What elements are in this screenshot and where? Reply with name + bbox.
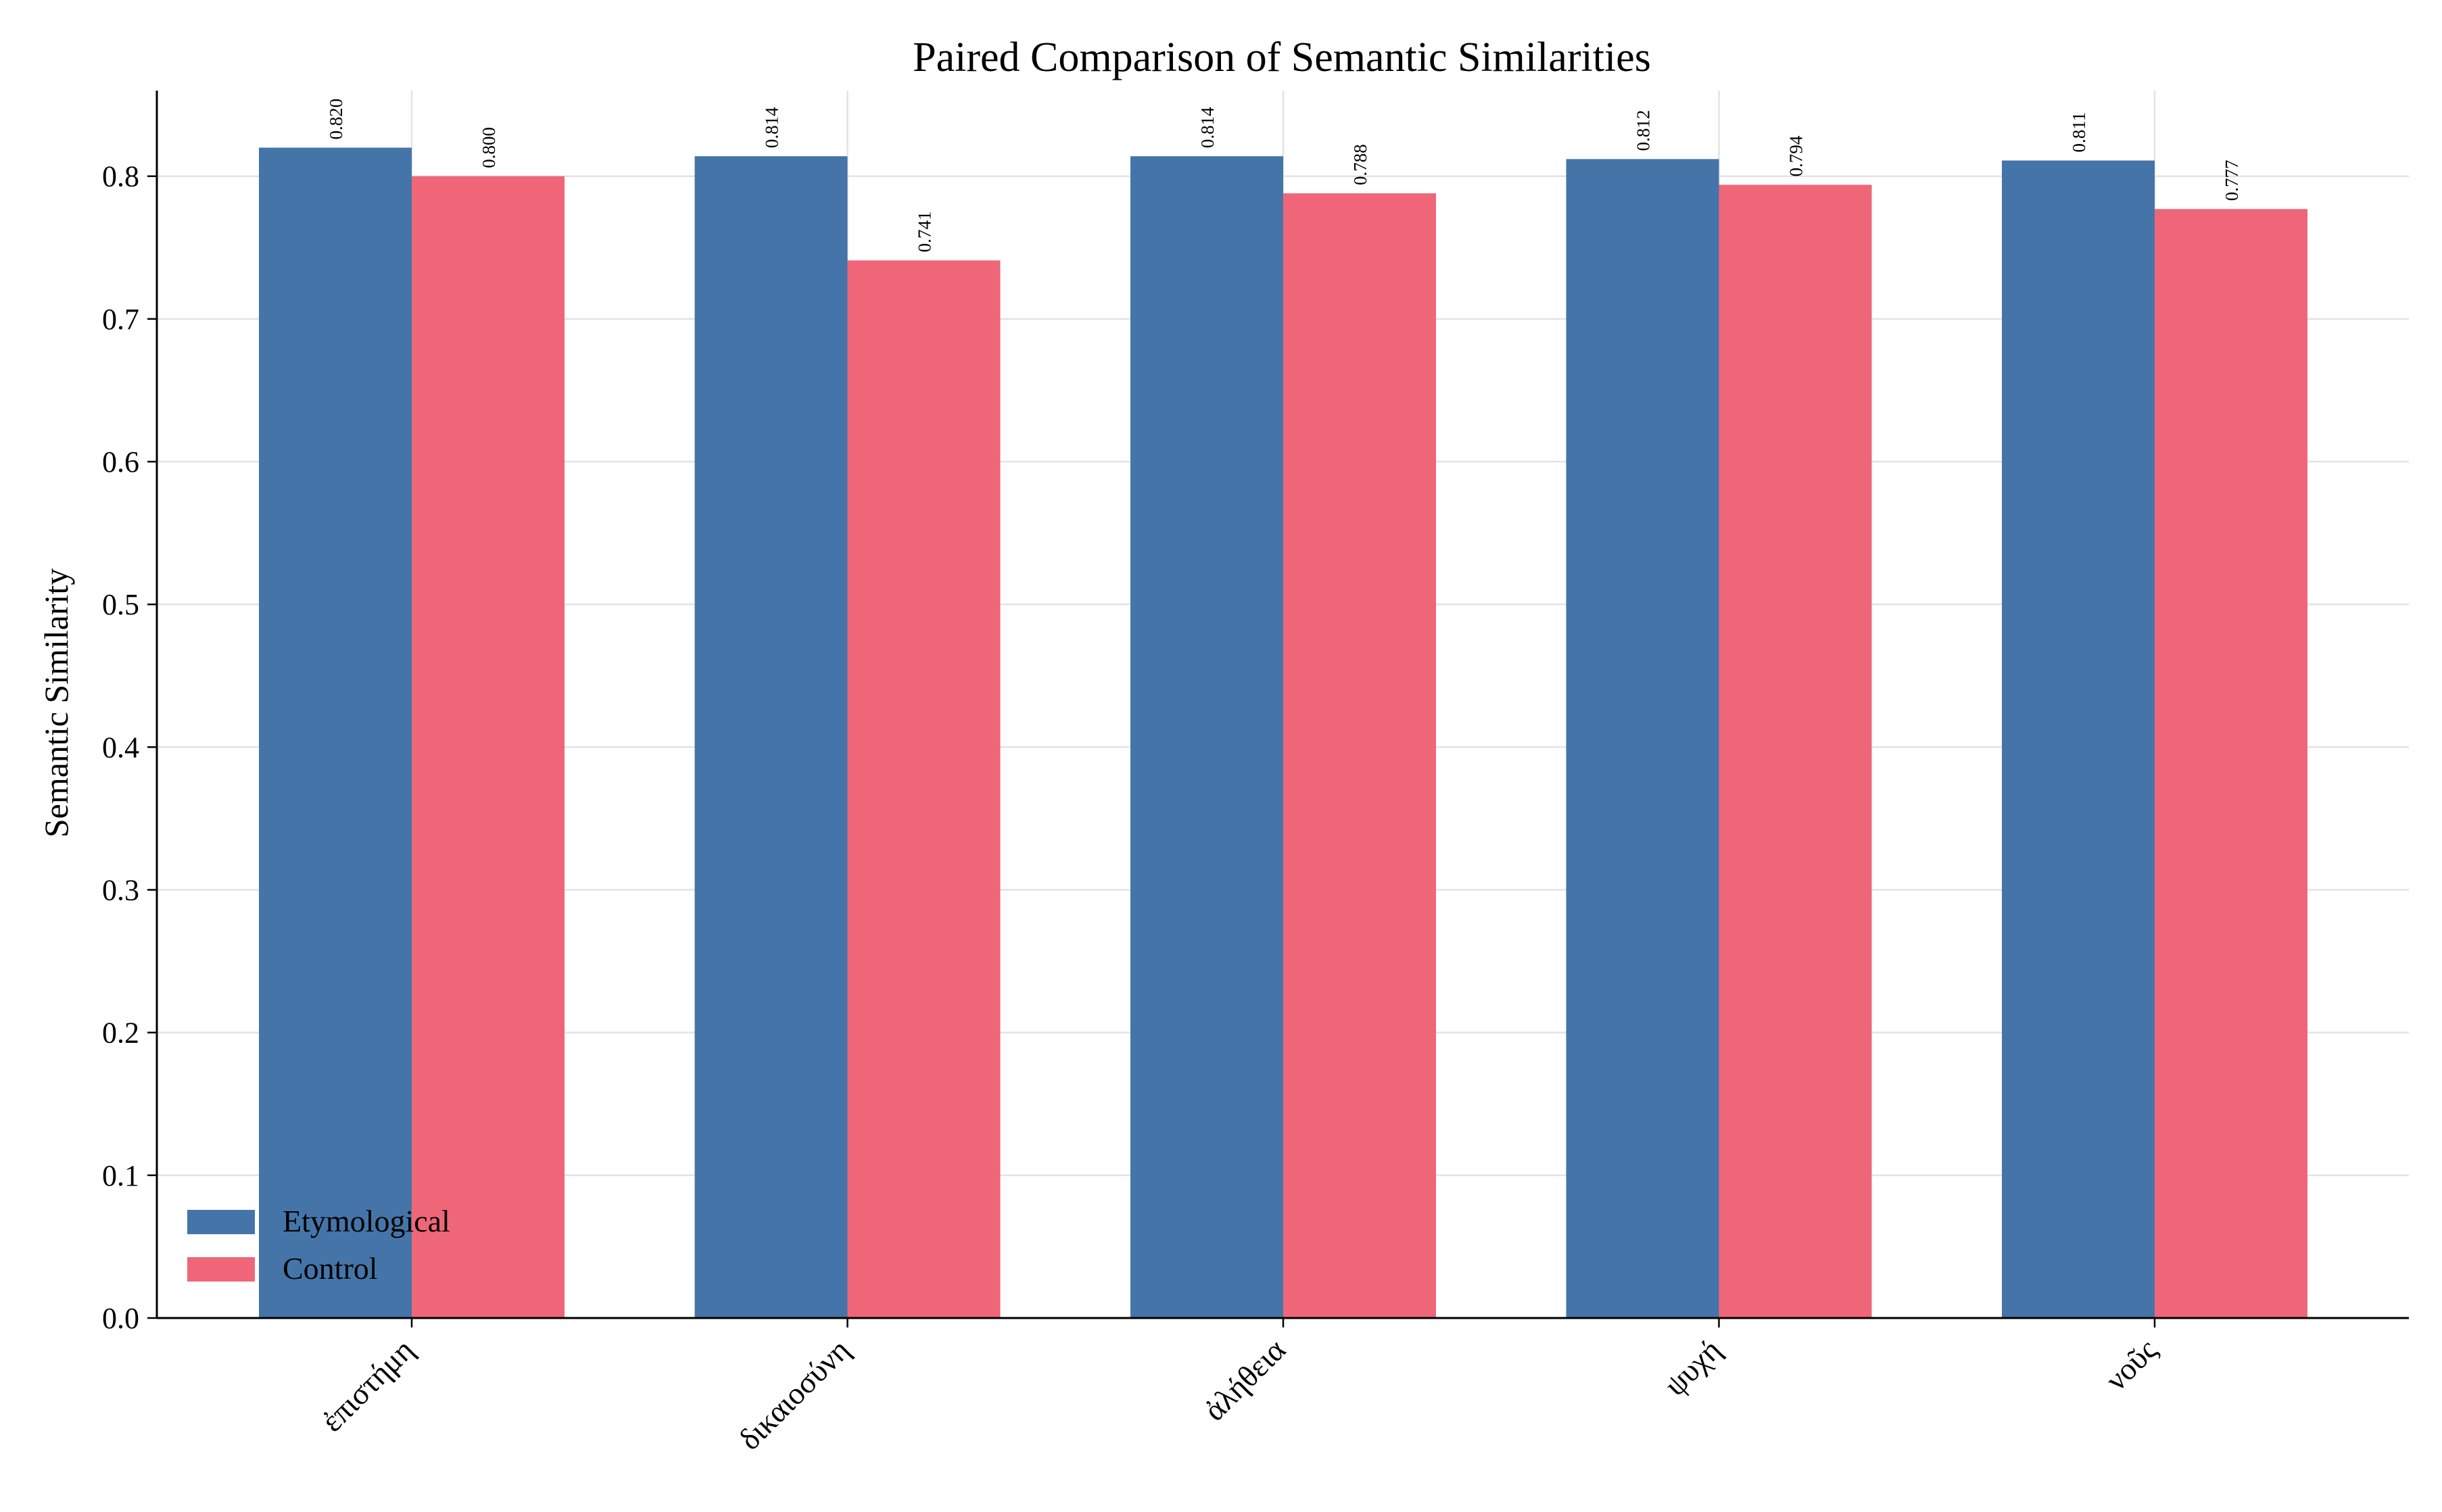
- bar-control-2: [1283, 193, 1436, 1318]
- y-tick-label: 0.7: [102, 303, 139, 336]
- bar-control-4: [2155, 209, 2307, 1318]
- y-tick-label: 0.0: [102, 1302, 139, 1335]
- legend-swatch-control: [187, 1257, 255, 1282]
- y-tick-label: 0.4: [102, 731, 139, 764]
- y-tick-label: 0.2: [102, 1017, 139, 1050]
- value-label: 0.800: [479, 127, 499, 168]
- bar-etymological-0: [259, 147, 412, 1319]
- bar-control-0: [412, 176, 565, 1319]
- value-label: 0.814: [1197, 107, 1218, 148]
- bar-etymological-1: [694, 156, 848, 1318]
- value-label: 0.820: [326, 99, 346, 140]
- y-tick-label: 0.3: [102, 874, 139, 907]
- bar-etymological-2: [1130, 156, 1283, 1318]
- y-tick-label: 0.8: [102, 160, 139, 193]
- value-label: 0.811: [2069, 112, 2089, 153]
- y-axis-label: Semantic Similarity: [37, 568, 75, 838]
- value-label: 0.741: [915, 212, 935, 253]
- value-label: 0.788: [1350, 144, 1370, 185]
- bars: [259, 147, 2307, 1319]
- y-tick-label: 0.1: [102, 1159, 139, 1192]
- value-label: 0.777: [2222, 160, 2242, 201]
- legend: Etymological Control: [187, 1204, 450, 1286]
- legend-label-etymological: Etymological: [283, 1204, 450, 1238]
- chart-title: Paired Comparison of Semantic Similariti…: [913, 34, 1651, 80]
- y-tick-label: 0.5: [102, 588, 139, 621]
- value-labels: 0.820 0.800 0.814 0.741 0.814 0.788 0.812 0.794…: [326, 99, 2242, 253]
- bar-control-1: [847, 260, 1001, 1319]
- bar-etymological-4: [2002, 160, 2155, 1319]
- bar-etymological-3: [1566, 159, 1719, 1318]
- value-label: 0.814: [762, 107, 782, 148]
- legend-swatch-etymological: [187, 1210, 255, 1234]
- value-label: 0.812: [1633, 110, 1654, 151]
- y-tick-label: 0.6: [102, 445, 139, 479]
- value-label: 0.794: [1786, 135, 1806, 176]
- bar-control-3: [1719, 185, 1872, 1318]
- legend-label-control: Control: [283, 1251, 378, 1286]
